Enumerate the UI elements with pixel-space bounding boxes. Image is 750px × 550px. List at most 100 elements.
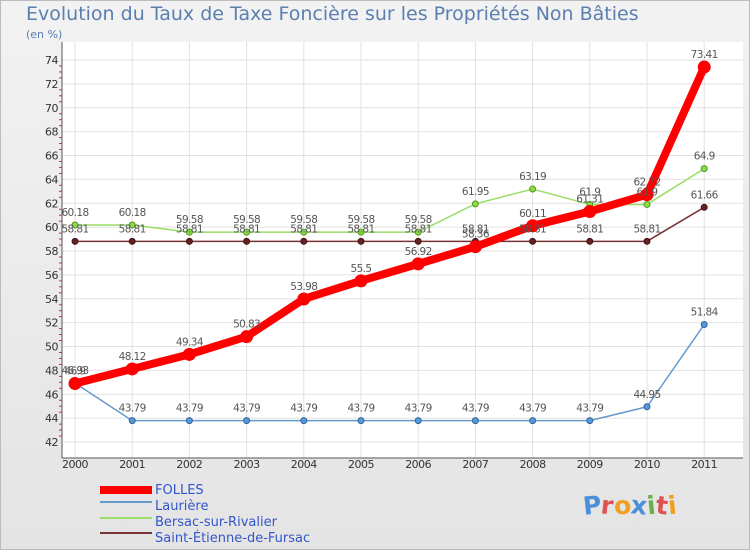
data-label-lauriere: 43.79: [233, 403, 260, 415]
data-label-saint-etienne-de-fursac: 58.81: [61, 223, 88, 235]
x-tick-label: 2009: [577, 458, 603, 471]
data-label-saint-etienne-de-fursac: 58.81: [290, 223, 317, 235]
data-point-folles: [68, 377, 82, 391]
x-tick-label: 2011: [691, 458, 717, 471]
data-label-lauriere: 43.79: [290, 403, 317, 415]
data-label-saint-etienne-de-fursac: 58.81: [633, 223, 660, 235]
data-label-bersac-sur-rivalier: 59.58: [347, 214, 374, 226]
data-label-bersac-sur-rivalier: 60.18: [61, 207, 88, 219]
y-axis-unit: (en %): [26, 28, 63, 41]
data-label-folles: 62.72: [633, 177, 660, 189]
data-point-lauriere: [300, 417, 308, 425]
legend-swatch-folles: [100, 486, 152, 494]
x-tick-label: 2007: [462, 458, 488, 471]
data-label-lauriere: 51.84: [691, 307, 719, 319]
data-point-lauriere: [414, 417, 422, 425]
data-label-lauriere: 43.79: [347, 403, 374, 415]
data-point-folles: [468, 240, 482, 254]
data-label-lauriere: 44.95: [633, 389, 660, 401]
y-tick-label: 58: [45, 245, 58, 258]
data-label-bersac-sur-rivalier: 59.58: [176, 214, 203, 226]
logo-letter: i: [666, 490, 678, 521]
x-tick-label: 2010: [634, 458, 660, 471]
y-tick-label: 68: [45, 126, 58, 139]
y-tick-label: 52: [45, 317, 58, 330]
data-label-lauriere: 43.79: [176, 403, 203, 415]
data-point-saint-etienne-de-fursac: [529, 237, 537, 245]
legend-swatch-saint-etienne-de-fursac: [100, 532, 152, 534]
data-label-saint-etienne-de-fursac: 58.81: [519, 223, 546, 235]
proxiti-logo: Proxiti: [582, 490, 678, 521]
legend-label-saint-etienne-de-fursac: Saint-Étienne-de-Fursac: [155, 531, 311, 546]
x-tick-label: 2001: [119, 458, 145, 471]
data-label-saint-etienne-de-fursac: 61.66: [691, 189, 719, 201]
data-point-lauriere: [185, 417, 193, 425]
data-label-folles: 50.83: [233, 319, 260, 331]
x-tick-label: 2003: [234, 458, 260, 471]
y-tick-label: 72: [45, 78, 58, 91]
chart-title: Evolution du Taux de Taxe Foncière sur l…: [26, 3, 639, 25]
data-point-bersac-sur-rivalier: [414, 228, 422, 236]
data-point-bersac-sur-rivalier: [128, 221, 136, 229]
data-point-folles: [411, 257, 425, 271]
data-point-bersac-sur-rivalier: [643, 200, 651, 208]
series-line-saint-etienne-de-fursac: [74, 206, 705, 243]
data-label-folles: 60.11: [519, 208, 546, 220]
data-label-saint-etienne-de-fursac: 58.81: [462, 223, 489, 235]
x-tick-label: 2005: [348, 458, 374, 471]
data-point-saint-etienne-de-fursac: [643, 237, 651, 245]
y-tick-label: 66: [45, 150, 58, 163]
data-point-lauriere: [243, 417, 251, 425]
data-point-folles: [697, 60, 711, 74]
data-point-bersac-sur-rivalier: [357, 228, 365, 236]
y-tick-label: 62: [45, 197, 58, 210]
data-point-saint-etienne-de-fursac: [243, 237, 251, 245]
data-point-bersac-sur-rivalier: [185, 228, 193, 236]
data-point-lauriere: [643, 403, 651, 411]
data-label-folles: 46.9: [65, 366, 86, 378]
y-tick-label: 54: [45, 293, 58, 306]
data-label-lauriere: 43.79: [462, 403, 489, 415]
data-point-folles: [526, 219, 540, 233]
series-line-bersac-sur-rivalier: [74, 167, 705, 233]
x-tick-label: 2006: [405, 458, 431, 471]
data-label-lauriere: 43.79: [576, 403, 603, 415]
data-label-lauriere: 46.93: [61, 365, 88, 377]
data-point-bersac-sur-rivalier: [71, 221, 79, 229]
data-label-saint-etienne-de-fursac: 58.81: [576, 223, 603, 235]
data-point-saint-etienne-de-fursac: [71, 237, 79, 245]
data-label-saint-etienne-de-fursac: 58.81: [405, 223, 432, 235]
data-point-lauriere: [471, 417, 479, 425]
legend-label-lauriere: Laurière: [155, 499, 209, 514]
plot-area: [62, 42, 743, 458]
y-tick-label: 46: [45, 388, 58, 401]
x-tick-label: 2008: [520, 458, 546, 471]
legend-label-bersac-sur-rivalier: Bersac-sur-Rivalier: [155, 515, 277, 530]
data-point-lauriere: [700, 321, 708, 329]
data-label-folles: 61.31: [576, 193, 603, 205]
data-label-folles: 56.92: [405, 246, 432, 258]
data-label-lauriere: 43.79: [119, 403, 146, 415]
data-point-bersac-sur-rivalier: [243, 228, 251, 236]
data-label-lauriere: 43.79: [519, 403, 546, 415]
data-label-bersac-sur-rivalier: 59.58: [290, 214, 317, 226]
data-point-lauriere: [128, 417, 136, 425]
y-tick-label: 44: [45, 412, 58, 425]
data-point-saint-etienne-de-fursac: [700, 203, 708, 211]
data-point-folles: [583, 204, 597, 218]
data-point-saint-etienne-de-fursac: [586, 237, 594, 245]
data-point-lauriere: [357, 417, 365, 425]
series-line-folles: [71, 63, 709, 388]
data-label-folles: 53.98: [290, 281, 317, 293]
legend-label-folles: FOLLES: [155, 483, 204, 498]
data-label-saint-etienne-de-fursac: 58.81: [176, 223, 203, 235]
y-tick-label: 42: [45, 436, 58, 449]
data-point-folles: [182, 347, 196, 361]
data-label-saint-etienne-de-fursac: 58.81: [347, 223, 374, 235]
data-label-bersac-sur-rivalier: 59.58: [405, 214, 432, 226]
data-point-folles: [354, 274, 368, 288]
data-label-folles: 48.12: [119, 351, 146, 363]
data-point-lauriere: [586, 417, 594, 425]
data-label-folles: 58.36: [462, 229, 490, 241]
